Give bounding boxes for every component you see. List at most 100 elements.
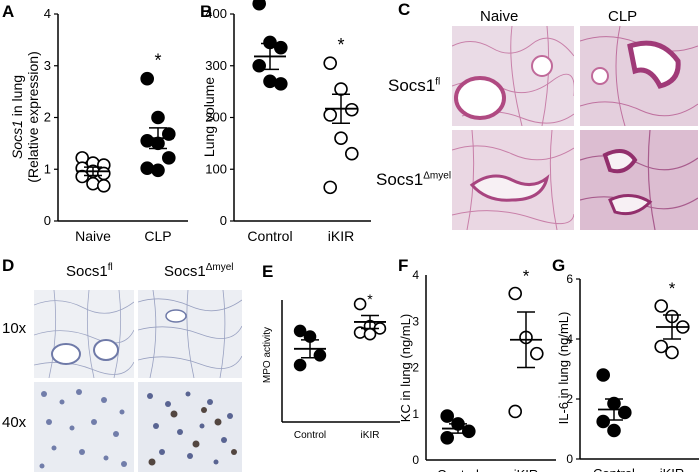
d-row-label-40x: 40x bbox=[2, 414, 27, 431]
histology-c-clp-myel bbox=[580, 130, 698, 230]
y-tick-label-f-4: 4 bbox=[412, 268, 419, 282]
d-col-label-fl-base: Socs1 bbox=[66, 263, 108, 280]
data-point-f-1-2 bbox=[529, 346, 544, 361]
y-tick-label-a-1: 1 bbox=[44, 161, 51, 176]
histology-d-fl-10x-image bbox=[34, 290, 134, 378]
data-point-g-0-3 bbox=[596, 414, 611, 429]
data-point-e-1-0 bbox=[353, 297, 367, 311]
histology-d-fl-40x-image bbox=[34, 382, 134, 472]
c-row-label-fl-sup: fl bbox=[435, 76, 441, 88]
c-row-label-fl-base: Socs1 bbox=[388, 76, 436, 95]
c-row-label-fl: Socs1fl bbox=[388, 76, 440, 96]
histology-c-naive-myel bbox=[452, 130, 574, 230]
data-point-g-0-2 bbox=[617, 405, 632, 420]
c-col-label-naive: Naive bbox=[480, 8, 519, 25]
histology-d-myel-40x bbox=[138, 382, 242, 472]
data-point-f-0-3 bbox=[440, 430, 455, 445]
y-tick-label-b-0: 0 bbox=[220, 213, 227, 228]
data-point-a-0-8 bbox=[97, 179, 111, 193]
data-point-a-1-5 bbox=[162, 151, 176, 165]
d-col-label-myel-base: Socs1 bbox=[164, 263, 206, 280]
c-row-label-myel: Socs1Δmyel bbox=[376, 170, 451, 190]
histology-c-clp-fl bbox=[580, 26, 698, 126]
data-point-b-0-0 bbox=[252, 0, 266, 11]
d-col-label-fl: Socs1fl bbox=[66, 262, 113, 280]
d-col-label-myel: Socs1Δmyel bbox=[164, 262, 234, 280]
data-point-f-1-3 bbox=[508, 404, 523, 419]
y-tick-label-g-2: 4 bbox=[566, 332, 573, 346]
y-axis-label-f: KC in lung (ng/mL) bbox=[398, 314, 413, 422]
y-tick-label-g-3: 6 bbox=[566, 272, 573, 286]
significance-marker-f-0: * bbox=[523, 267, 530, 286]
d-col-label-fl-sup: fl bbox=[107, 262, 113, 273]
data-point-e-1-4 bbox=[363, 327, 377, 341]
y-tick-label-a-2: 2 bbox=[44, 110, 51, 125]
y-axis-label-b: Lung volume bbox=[201, 77, 217, 157]
x-tick-label-f-0: Control bbox=[437, 467, 479, 472]
histology-c-naive-fl bbox=[452, 26, 574, 126]
y-tick-label-a-0: 0 bbox=[44, 213, 51, 228]
c-row-label-myel-base: Socs1 bbox=[376, 170, 424, 189]
x-tick-label-g-1: iKIR bbox=[660, 466, 685, 472]
y-tick-label-g-1: 2 bbox=[566, 392, 573, 406]
y-tick-label-f-0: 0 bbox=[412, 453, 419, 467]
y-tick-label-g-0: 0 bbox=[566, 452, 573, 466]
histology-d-fl-10x bbox=[34, 290, 134, 378]
data-point-b-1-4 bbox=[334, 131, 348, 145]
d-row-label-10x: 10x bbox=[2, 320, 27, 337]
data-point-f-0-0 bbox=[440, 409, 455, 423]
x-tick-label-a-0: Naive bbox=[75, 228, 111, 244]
data-point-g-1-4 bbox=[665, 345, 679, 360]
y-tick-label-b-4: 400 bbox=[205, 6, 227, 21]
histology-d-myel-10x-image bbox=[138, 290, 242, 378]
c-row-label-myel-sup: Δmyel bbox=[423, 170, 452, 182]
panel-label-g: G bbox=[552, 256, 566, 275]
data-point-g-1-0 bbox=[654, 299, 669, 313]
data-point-a-1-6 bbox=[140, 161, 154, 176]
data-point-e-0-0 bbox=[293, 324, 307, 338]
data-point-a-1-1 bbox=[151, 110, 165, 125]
panel-label-f: F bbox=[398, 256, 409, 275]
y-tick-label-f-1: 1 bbox=[412, 407, 419, 421]
data-point-e-0-3 bbox=[293, 358, 307, 372]
panel-label-a: A bbox=[2, 2, 15, 21]
y-tick-label-b-3: 300 bbox=[205, 58, 227, 73]
data-point-b-1-2 bbox=[344, 102, 359, 117]
x-tick-label-e-0: Control bbox=[294, 430, 326, 441]
data-point-g-1-3 bbox=[654, 339, 669, 354]
significance-marker-g-0: * bbox=[669, 279, 676, 298]
y-tick-label-f-2: 2 bbox=[412, 361, 419, 375]
y-axis-label-italic-a: Socs1 bbox=[9, 120, 25, 159]
histology-d-fl-40x bbox=[34, 382, 134, 472]
c-col-label-clp: CLP bbox=[608, 8, 638, 25]
data-point-f-1-0 bbox=[508, 286, 523, 301]
y-axis-label-e: MPO activity bbox=[262, 327, 273, 383]
y-axis-label-line2-a: (Relative expression) bbox=[25, 51, 41, 183]
data-point-a-0-6 bbox=[75, 169, 89, 184]
x-tick-label-f-1: iKIR bbox=[514, 467, 539, 472]
significance-marker-a-0: * bbox=[154, 51, 161, 71]
y-tick-label-a-3: 3 bbox=[44, 58, 51, 73]
panel-label-e: E bbox=[262, 262, 274, 281]
y-tick-label-a-4: 4 bbox=[44, 6, 51, 21]
histology-d-myel-10x bbox=[138, 290, 242, 378]
y-tick-label-f-3: 3 bbox=[412, 314, 419, 328]
x-tick-label-b-1: iKIR bbox=[328, 228, 354, 244]
x-tick-label-g-0: Control bbox=[593, 466, 635, 472]
histology-c-naive-fl-image bbox=[452, 26, 574, 126]
data-point-b-1-3 bbox=[323, 108, 338, 122]
significance-marker-e-0: * bbox=[367, 291, 373, 307]
data-point-b-1-5 bbox=[344, 146, 359, 161]
y-axis-label-a: Socs1 in lung bbox=[9, 75, 25, 159]
data-point-b-0-5 bbox=[273, 77, 288, 91]
histology-c-clp-myel-image bbox=[580, 130, 698, 230]
panel-label-c: C bbox=[398, 0, 411, 19]
y-axis-label-rest-a: in lung bbox=[9, 75, 25, 120]
data-point-b-0-2 bbox=[273, 40, 288, 55]
panel-label-d: D bbox=[2, 256, 15, 275]
data-point-a-1-2 bbox=[162, 127, 176, 141]
x-tick-label-e-1: iKIR bbox=[361, 430, 380, 441]
histology-c-clp-fl-image bbox=[580, 26, 698, 126]
data-point-a-0-7 bbox=[86, 176, 100, 191]
